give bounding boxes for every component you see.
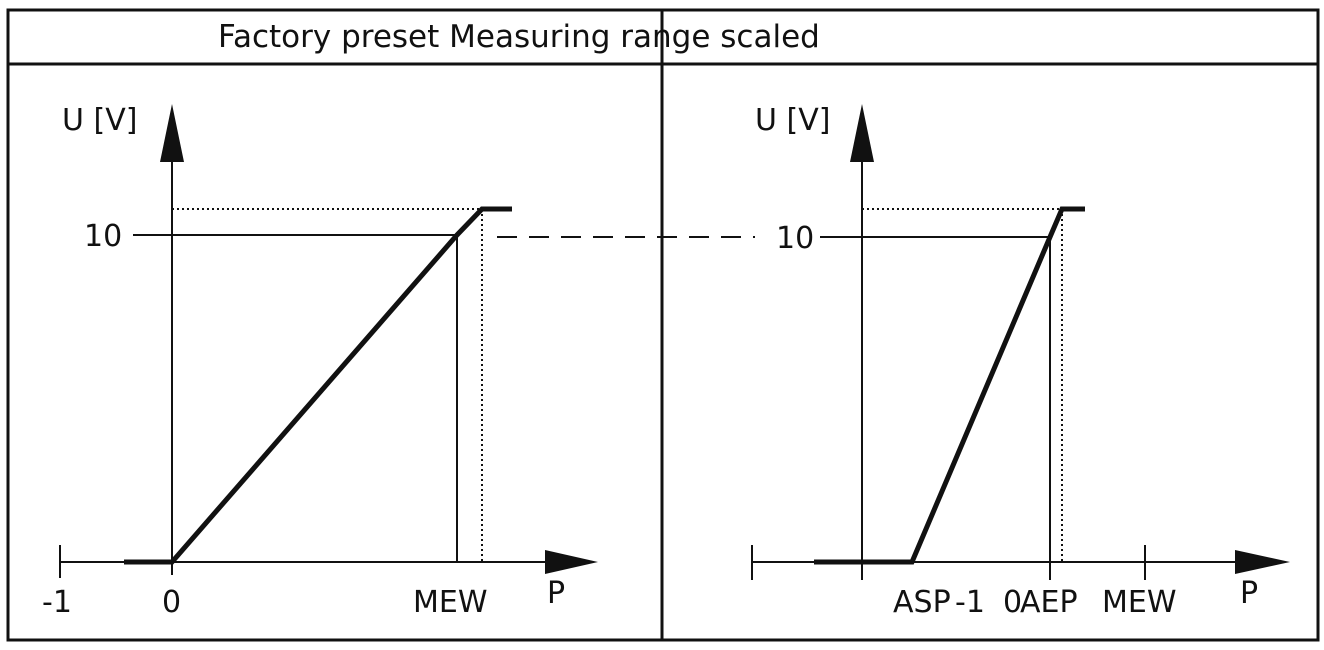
x-label: 0 xyxy=(1003,585,1022,620)
x-label: AEP xyxy=(1020,585,1078,620)
y-axis-label: U [V] xyxy=(755,103,830,138)
x-axis-label: P xyxy=(1240,576,1258,611)
x-label: -1 xyxy=(955,585,985,620)
output-curve xyxy=(124,206,512,565)
x-label: ASP xyxy=(893,585,951,620)
x-label: MEW xyxy=(1102,585,1177,620)
y-tick-label: 10 xyxy=(776,221,814,256)
y-arrow xyxy=(850,104,874,162)
x-axis-label: P xyxy=(547,576,565,611)
x-label: MEW xyxy=(413,585,488,620)
y-arrow xyxy=(160,104,184,162)
frame xyxy=(6,8,1320,642)
x-arrow xyxy=(1235,550,1290,574)
x-label: -1 xyxy=(42,585,72,620)
y-tick-label: 10 xyxy=(84,219,122,254)
y-axis-label: U [V] xyxy=(62,103,137,138)
x-arrow xyxy=(545,550,598,574)
output-curve xyxy=(814,206,1085,565)
left-graph xyxy=(59,104,598,578)
x-label: 0 xyxy=(162,585,181,620)
header-title: Factory preset Measuring range scaled xyxy=(218,19,820,55)
right-graph xyxy=(751,104,1290,580)
